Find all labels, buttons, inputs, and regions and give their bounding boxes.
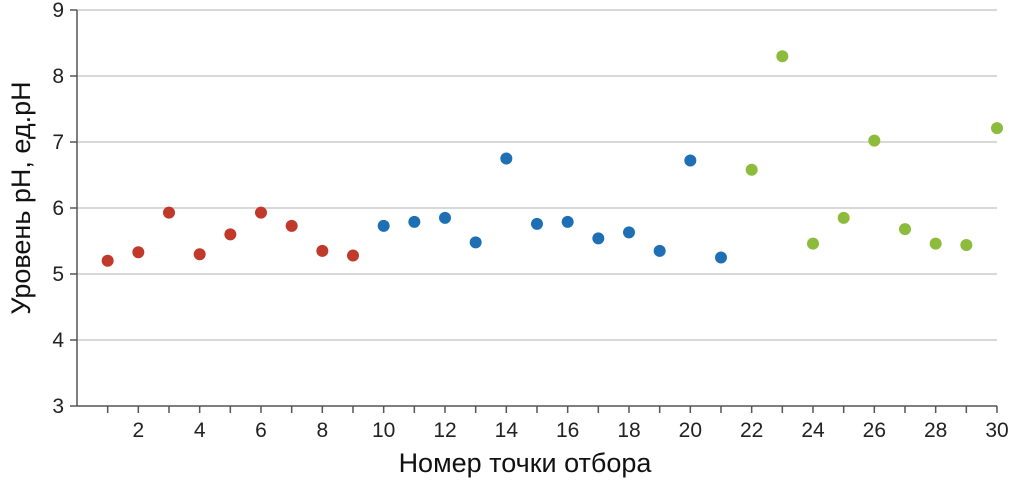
y-tick-labels: 3 4 5 6 7 8 9 (52, 0, 64, 418)
data-point (408, 215, 421, 228)
y-axis-title: Уровень pH, ед.pH (6, 81, 36, 314)
data-point (929, 237, 942, 250)
data-point (255, 206, 267, 219)
data-point (868, 134, 881, 147)
x-tick-label: 24 (801, 419, 825, 442)
data-point (899, 223, 911, 236)
data-point (285, 219, 298, 232)
data-point (439, 211, 451, 224)
axes (70, 9, 998, 413)
x-tick-label: 6 (255, 419, 267, 442)
x-tick-label: 22 (740, 419, 763, 442)
data-point (561, 215, 574, 228)
y-tick-label: 5 (52, 263, 64, 286)
x-tick-label: 4 (194, 419, 206, 442)
y-tick-label: 3 (52, 395, 64, 418)
data-point (653, 244, 666, 257)
y-tick-label: 8 (52, 65, 64, 88)
data-point (745, 163, 758, 176)
data-point (807, 237, 819, 250)
x-tick-label: 26 (863, 419, 886, 442)
x-tick-label: 2 (132, 419, 144, 442)
data-point (500, 152, 513, 165)
data-point (316, 244, 329, 257)
data-point (623, 226, 635, 239)
x-tick-label: 28 (924, 419, 947, 442)
y-tick-label: 4 (52, 329, 64, 352)
data-point (991, 122, 1003, 135)
x-tick-label: 10 (372, 419, 395, 442)
grid-lines (77, 9, 997, 341)
x-tick-label: 20 (679, 419, 702, 442)
data-point (592, 232, 605, 245)
data-point (469, 236, 482, 249)
data-point (163, 206, 175, 219)
x-axis-title: Номер точки отбора (399, 448, 653, 478)
data-point (377, 219, 390, 232)
data-point (347, 249, 359, 262)
data-point (776, 50, 789, 63)
data-point (101, 254, 114, 267)
data-point (531, 217, 543, 230)
x-tick-labels: 2 4 6 8 10 12 14 16 18 20 22 24 26 28 30 (132, 419, 1008, 442)
y-tick-label: 9 (52, 0, 64, 22)
data-point (960, 238, 973, 251)
y-tick-label: 7 (52, 131, 64, 154)
x-tick-label: 8 (316, 419, 328, 442)
data-point (193, 248, 206, 261)
x-tick-label: 16 (556, 419, 579, 442)
data-point (684, 154, 697, 167)
data-point (224, 228, 237, 241)
data-point (715, 251, 727, 264)
x-tick-label: 18 (617, 419, 640, 442)
data-points (101, 50, 1003, 267)
x-tick-label: 30 (985, 419, 1008, 442)
data-point (132, 246, 145, 259)
x-tick-label: 12 (433, 419, 456, 442)
y-tick-label: 6 (52, 197, 64, 220)
x-tick-label: 14 (495, 419, 519, 442)
data-point (837, 211, 850, 224)
